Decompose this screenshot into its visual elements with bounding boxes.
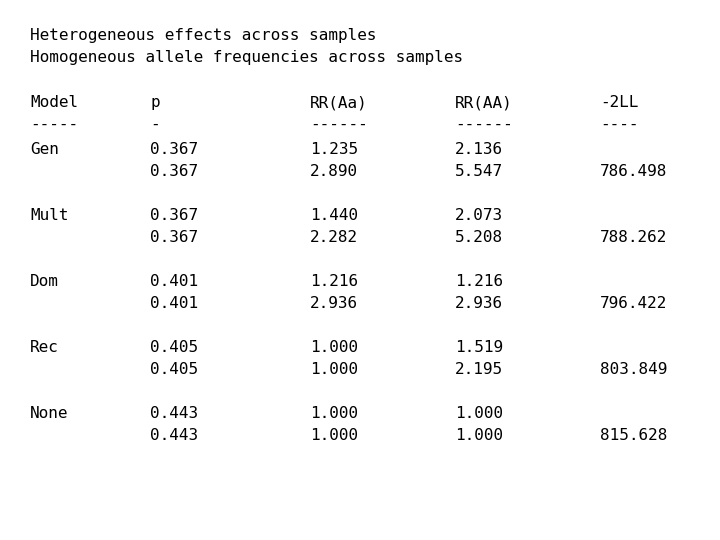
Text: 2.936: 2.936 bbox=[455, 296, 503, 311]
Text: Gen: Gen bbox=[30, 142, 59, 157]
Text: RR(Aa): RR(Aa) bbox=[310, 95, 368, 110]
Text: Dom: Dom bbox=[30, 274, 59, 289]
Text: RR(AA): RR(AA) bbox=[455, 95, 513, 110]
Text: 0.367: 0.367 bbox=[150, 142, 198, 157]
Text: 1.216: 1.216 bbox=[455, 274, 503, 289]
Text: 796.422: 796.422 bbox=[600, 296, 667, 311]
Text: 0.405: 0.405 bbox=[150, 340, 198, 355]
Text: -----: ----- bbox=[30, 117, 78, 132]
Text: 0.401: 0.401 bbox=[150, 274, 198, 289]
Text: -: - bbox=[150, 117, 160, 132]
Text: 2.136: 2.136 bbox=[455, 142, 503, 157]
Text: 1.440: 1.440 bbox=[310, 208, 358, 223]
Text: -2LL: -2LL bbox=[600, 95, 639, 110]
Text: 5.208: 5.208 bbox=[455, 230, 503, 245]
Text: ------: ------ bbox=[310, 117, 368, 132]
Text: 2.073: 2.073 bbox=[455, 208, 503, 223]
Text: 803.849: 803.849 bbox=[600, 362, 667, 377]
Text: Mult: Mult bbox=[30, 208, 68, 223]
Text: Model: Model bbox=[30, 95, 78, 110]
Text: 1.000: 1.000 bbox=[310, 406, 358, 421]
Text: Heterogeneous effects across samples: Heterogeneous effects across samples bbox=[30, 28, 377, 43]
Text: Rec: Rec bbox=[30, 340, 59, 355]
Text: 788.262: 788.262 bbox=[600, 230, 667, 245]
Text: 2.195: 2.195 bbox=[455, 362, 503, 377]
Text: 1.000: 1.000 bbox=[310, 428, 358, 443]
Text: 1.519: 1.519 bbox=[455, 340, 503, 355]
Text: 815.628: 815.628 bbox=[600, 428, 667, 443]
Text: Homogeneous allele frequencies across samples: Homogeneous allele frequencies across sa… bbox=[30, 50, 463, 65]
Text: 1.000: 1.000 bbox=[310, 362, 358, 377]
Text: 0.443: 0.443 bbox=[150, 428, 198, 443]
Text: 1.000: 1.000 bbox=[455, 428, 503, 443]
Text: ------: ------ bbox=[455, 117, 513, 132]
Text: 1.235: 1.235 bbox=[310, 142, 358, 157]
Text: 0.367: 0.367 bbox=[150, 164, 198, 179]
Text: 1.000: 1.000 bbox=[455, 406, 503, 421]
Text: 2.282: 2.282 bbox=[310, 230, 358, 245]
Text: None: None bbox=[30, 406, 68, 421]
Text: p: p bbox=[150, 95, 160, 110]
Text: 2.890: 2.890 bbox=[310, 164, 358, 179]
Text: 5.547: 5.547 bbox=[455, 164, 503, 179]
Text: 2.936: 2.936 bbox=[310, 296, 358, 311]
Text: 0.443: 0.443 bbox=[150, 406, 198, 421]
Text: 1.000: 1.000 bbox=[310, 340, 358, 355]
Text: 0.367: 0.367 bbox=[150, 230, 198, 245]
Text: 1.216: 1.216 bbox=[310, 274, 358, 289]
Text: ----: ---- bbox=[600, 117, 639, 132]
Text: 0.401: 0.401 bbox=[150, 296, 198, 311]
Text: 786.498: 786.498 bbox=[600, 164, 667, 179]
Text: 0.367: 0.367 bbox=[150, 208, 198, 223]
Text: 0.405: 0.405 bbox=[150, 362, 198, 377]
